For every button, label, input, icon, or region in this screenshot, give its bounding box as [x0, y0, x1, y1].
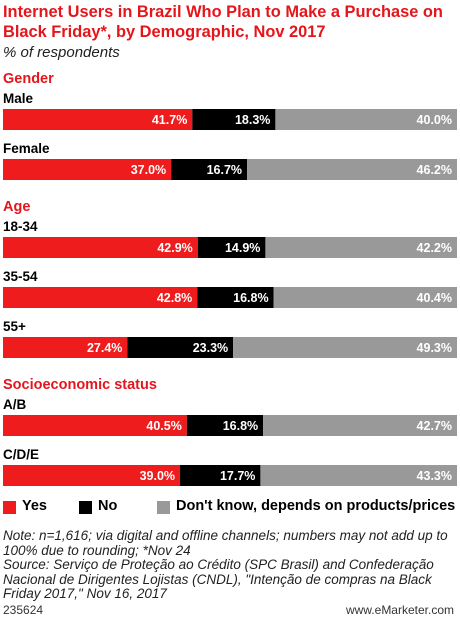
- value-label-35-54-yes: 42.8%: [157, 291, 192, 305]
- bar-55-no: [127, 337, 234, 358]
- bar-18-34-no: [197, 237, 266, 258]
- value-label-55-yes: 27.4%: [87, 341, 122, 355]
- value-label-c-d-e-yes: 39.0%: [140, 469, 175, 483]
- value-label-female-yes: 37.0%: [131, 163, 166, 177]
- group-heading-socioeconomic-status: Socioeconomic status: [3, 377, 157, 393]
- row-label-a-b: A/B: [3, 397, 27, 412]
- bar-male-yes: [3, 109, 193, 130]
- value-label-35-54-no: 16.8%: [233, 291, 268, 305]
- value-label-18-34-yes: 42.9%: [157, 241, 192, 255]
- bar-a-b-dont_know: [263, 415, 457, 436]
- bar-male-no: [192, 109, 276, 130]
- group-heading-gender: Gender: [3, 71, 54, 87]
- bar-a-b-no: [186, 415, 264, 436]
- value-label-55-dont_know: 49.3%: [417, 341, 452, 355]
- chart-id: 235624: [3, 603, 44, 617]
- value-label-18-34-no: 14.9%: [225, 241, 260, 255]
- bar-female-dont_know: [247, 159, 457, 180]
- value-label-female-no: 16.7%: [207, 163, 242, 177]
- value-label-c-d-e-no: 17.7%: [220, 469, 255, 483]
- bar-male-dont_know: [275, 109, 457, 130]
- legend-swatch-dont-know: [157, 501, 170, 514]
- value-label-male-no: 18.3%: [235, 113, 270, 127]
- legend-label-dont-know: Don't know, depends on products/prices: [176, 498, 456, 514]
- bar-35-54-no: [197, 287, 274, 308]
- value-label-18-34-dont_know: 42.2%: [417, 241, 452, 255]
- bar-c-d-e-dont_know: [260, 465, 457, 486]
- row-label-male: Male: [3, 91, 34, 106]
- legend-swatch-yes: [3, 501, 16, 514]
- stacked-bar-chart: Gender Male 41.7% 18.3% 40.0% Female 37.0% 16.7…: [3, 71, 457, 486]
- row-label-35-54: 35-54: [3, 269, 38, 284]
- chart-note: Note: n=1,616; via digital and offline c…: [3, 528, 448, 602]
- value-label-male-dont_know: 40.0%: [417, 113, 452, 127]
- row-label-18-34: 18-34: [3, 219, 38, 234]
- chart-legend: Yes No Don't know, depends on products/p…: [0, 497, 460, 517]
- chart-subtitle: % of respondents: [3, 44, 120, 61]
- bar-c-d-e-yes: [3, 465, 181, 486]
- bar-a-b-yes: [3, 415, 187, 436]
- value-label-a-b-no: 16.8%: [223, 419, 258, 433]
- bar-35-54-yes: [3, 287, 198, 308]
- bar-55-yes: [3, 337, 128, 358]
- legend-swatch-no: [79, 501, 92, 514]
- value-label-female-dont_know: 46.2%: [417, 163, 452, 177]
- bar-35-54-dont_know: [273, 287, 457, 308]
- bar-18-34-yes: [3, 237, 198, 258]
- bar-c-d-e-no: [180, 465, 261, 486]
- value-label-55-no: 23.3%: [193, 341, 228, 355]
- bar-55-dont_know: [233, 337, 457, 358]
- row-label-female: Female: [3, 141, 50, 156]
- value-label-male-yes: 41.7%: [152, 113, 187, 127]
- bar-female-yes: [3, 159, 172, 180]
- value-label-a-b-dont_know: 42.7%: [417, 419, 452, 433]
- bar-female-no: [171, 159, 248, 180]
- value-label-c-d-e-dont_know: 43.3%: [417, 469, 452, 483]
- group-heading-age: Age: [3, 199, 30, 215]
- value-label-a-b-yes: 40.5%: [146, 419, 181, 433]
- row-label-c-d-e: C/D/E: [3, 447, 39, 462]
- legend-label-no: No: [98, 498, 118, 514]
- bar-18-34-dont_know: [265, 237, 457, 258]
- chart-title: Internet Users in Brazil Who Plan to Mak…: [3, 3, 443, 41]
- source-brand: www.eMarketer.com: [345, 603, 454, 617]
- row-label-55: 55+: [3, 319, 26, 334]
- legend-label-yes: Yes: [22, 498, 47, 514]
- value-label-35-54-dont_know: 40.4%: [417, 291, 452, 305]
